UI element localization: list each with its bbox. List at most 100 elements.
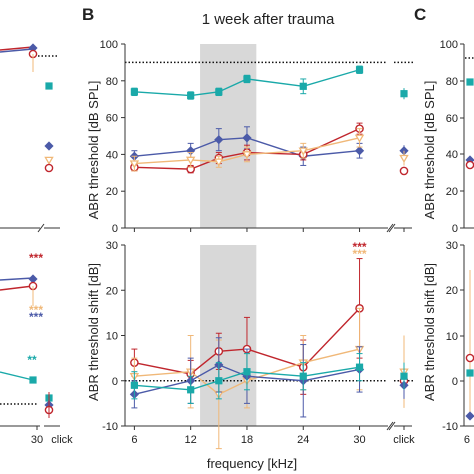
plot-top: 0 20 40 60 80 100 bbox=[100, 39, 414, 235]
panel-a-click-point bbox=[44, 156, 54, 165]
panel-a-significance: ** bbox=[27, 353, 37, 367]
panel-c-partial bbox=[460, 43, 474, 427]
panel-a-point bbox=[28, 274, 38, 284]
panel-a-click-point bbox=[44, 163, 54, 173]
panel-a-significance: *** bbox=[29, 310, 43, 324]
data-point bbox=[355, 66, 364, 74]
axis-break-mark bbox=[386, 421, 394, 431]
series-navy bbox=[129, 126, 409, 166]
data-point bbox=[187, 386, 195, 394]
panel-c-point bbox=[466, 78, 474, 86]
panel-c-y-tick-label: 80 bbox=[446, 76, 458, 88]
panel-c-y-tick-label: 10 bbox=[446, 331, 458, 343]
panel-c-y-tick-label: 40 bbox=[446, 149, 458, 161]
data-point bbox=[242, 151, 252, 160]
data-point bbox=[187, 91, 195, 100]
panel-c-x-tick: 6 bbox=[464, 434, 470, 446]
data-point bbox=[214, 158, 224, 167]
data-point bbox=[354, 134, 365, 143]
panel-a-point bbox=[29, 376, 37, 384]
panel-a-x-tick: 30 bbox=[31, 434, 43, 446]
click-data-point bbox=[399, 154, 409, 163]
series-line bbox=[134, 366, 360, 391]
panel-a-click-label: click bbox=[51, 434, 73, 446]
panel-c-y-tick-label: 30 bbox=[446, 240, 458, 252]
data-point bbox=[130, 381, 138, 389]
data-point bbox=[215, 88, 223, 96]
data-point bbox=[129, 160, 140, 169]
data-point bbox=[354, 146, 365, 156]
panel-c-top-ylabel: ABR threshold [dB SPL] bbox=[422, 81, 437, 220]
y-tick-label: 30 bbox=[106, 240, 118, 252]
panel-c-point bbox=[465, 411, 474, 421]
click-data-point bbox=[400, 372, 408, 380]
panel-letter-b: B bbox=[82, 5, 94, 24]
data-point bbox=[214, 135, 224, 145]
series-line bbox=[134, 348, 360, 396]
panel-a-series-teal bbox=[0, 371, 34, 381]
series-line bbox=[134, 69, 360, 97]
series-orange bbox=[129, 128, 409, 172]
series-red bbox=[130, 122, 409, 176]
panel-c-y-tick-label: 20 bbox=[446, 285, 458, 297]
significance-marker: *** bbox=[353, 240, 367, 254]
y-tick-label: 40 bbox=[106, 149, 118, 161]
data-point bbox=[243, 75, 251, 83]
panel-c-y-tick-label: 60 bbox=[446, 113, 458, 125]
series-line bbox=[134, 137, 360, 157]
data-point bbox=[215, 377, 223, 385]
panel-c-point bbox=[466, 369, 474, 377]
xlabel: frequency [kHz] bbox=[207, 456, 297, 471]
y-tick-label: 10 bbox=[106, 331, 118, 343]
panel-a-click-point bbox=[45, 82, 53, 90]
y-tick-label: -10 bbox=[102, 421, 118, 433]
y-tick-label: 20 bbox=[106, 285, 118, 297]
panel-a-significance: *** bbox=[29, 251, 43, 265]
data-point bbox=[242, 133, 252, 143]
data-point bbox=[243, 368, 251, 376]
panel-a-click-point bbox=[44, 141, 54, 151]
panel-a-series-navy bbox=[0, 277, 34, 281]
panel-a-series-red bbox=[0, 285, 34, 291]
panel-a-partial: *********** bbox=[0, 43, 60, 430]
panel-c-y-tick-label: 20 bbox=[446, 186, 458, 198]
data-point bbox=[185, 156, 196, 165]
y-tick-label: 80 bbox=[106, 76, 118, 88]
panel-c-bottom-ylabel: ABR threshold shift [dB] bbox=[422, 263, 437, 401]
axis-break-mark bbox=[37, 223, 45, 233]
series-teal bbox=[130, 353, 408, 404]
panel-c-point bbox=[465, 353, 474, 363]
series-line bbox=[134, 364, 360, 396]
panel-c-y-tick-label: 100 bbox=[440, 39, 458, 51]
y-tick-label: 20 bbox=[106, 186, 118, 198]
panel-a-series-red bbox=[0, 46, 34, 51]
significance-marker: *** bbox=[353, 247, 367, 261]
top-ylabel: ABR threshold [dB SPL] bbox=[86, 81, 101, 220]
series-line bbox=[134, 137, 360, 165]
x-tick-label: 12 bbox=[185, 434, 197, 446]
panel-a-significance: *** bbox=[29, 303, 43, 317]
panel-c-y-tick-label: 0 bbox=[452, 223, 458, 235]
panel-c-y-tick-label: 0 bbox=[452, 376, 458, 388]
y-tick-label: 100 bbox=[100, 39, 118, 51]
click-data-point bbox=[400, 90, 408, 98]
data-point bbox=[355, 363, 364, 371]
data-point bbox=[130, 88, 138, 96]
click-data-point bbox=[399, 166, 409, 176]
y-tick-label: 0 bbox=[112, 376, 118, 388]
x-tick-label-click: click bbox=[393, 434, 415, 446]
axis-break-mark bbox=[386, 223, 394, 233]
shaded-frequency-band bbox=[200, 245, 257, 426]
x-tick-label: 18 bbox=[241, 434, 253, 446]
x-tick-label: 30 bbox=[353, 434, 365, 446]
axis-break-mark bbox=[388, 223, 396, 233]
plot-bottom: -10 0 10 20 30 6 12 18 24 30 click ****** bbox=[102, 240, 415, 450]
panel-a-series-navy bbox=[0, 48, 34, 53]
x-tick-label: 6 bbox=[131, 434, 137, 446]
axis-break-mark bbox=[388, 421, 396, 431]
series-navy bbox=[129, 337, 409, 418]
x-tick-label: 24 bbox=[297, 434, 309, 446]
panel-letter-c: C bbox=[414, 5, 426, 24]
